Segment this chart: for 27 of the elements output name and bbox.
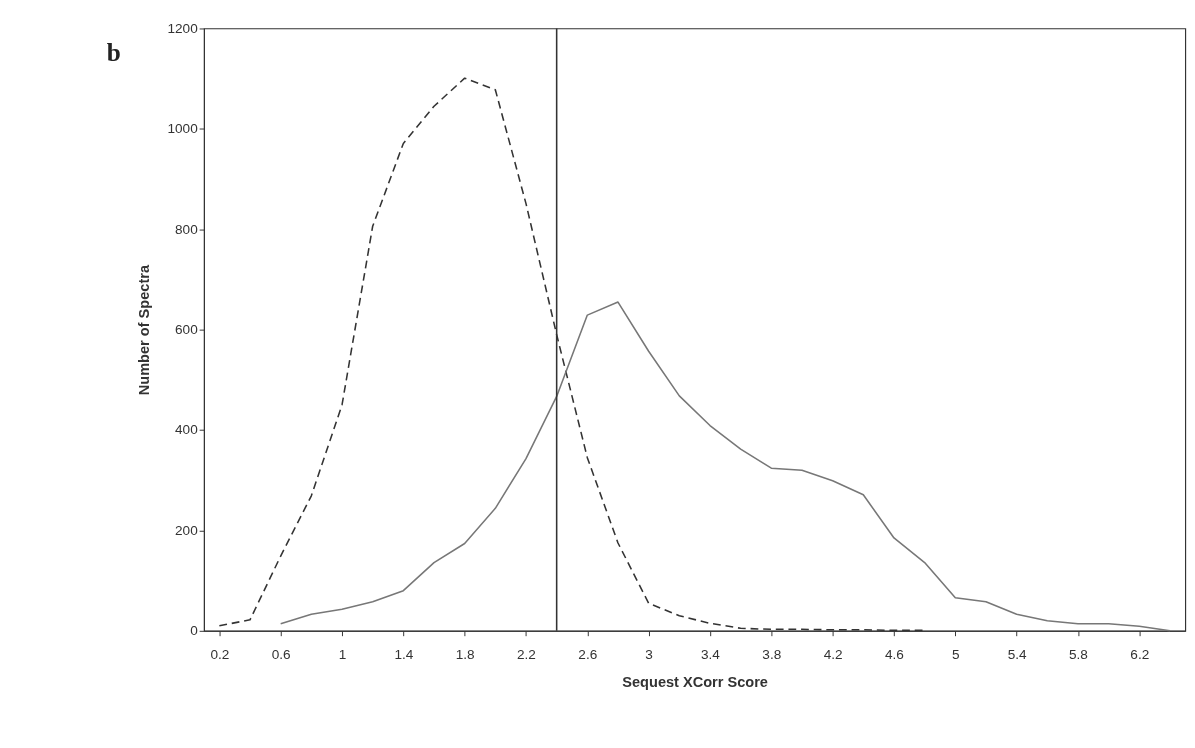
x-tick-label: 6.2 [1130,646,1150,662]
x-tick-label: 3 [645,646,653,662]
x-tick-label: 1.8 [455,646,475,662]
line-series [279,301,1171,632]
x-tick-label: 3.8 [762,646,782,662]
x-tick-label: 0.2 [210,646,230,662]
y-tick-label: 1200 [167,20,199,36]
x-tick-label: 2.2 [517,646,536,662]
y-tick-label: 0 [190,623,199,639]
x-tick-label: 4.6 [885,646,904,662]
x-tick-label: 5.4 [1007,646,1027,662]
x-tick-label: 0.6 [271,646,291,662]
x-tick-label: 2.6 [578,646,598,662]
x-tick-label: 4.2 [823,646,843,662]
y-axis-title: Number of Spectra [135,264,152,396]
x-tick-label: 5 [952,646,960,662]
x-tick-label: 1.4 [394,646,414,662]
x-tick-label: 5.8 [1068,646,1088,662]
y-tick-label: 600 [175,322,199,338]
text: b [106,37,121,66]
y-tick-label: 400 [175,422,199,438]
x-tick-label: 1 [338,646,347,662]
y-tick-label: 1000 [167,121,199,137]
y-tick-label: 200 [175,522,199,538]
x-axis-title: Sequest XCorr Score [622,673,768,690]
y-tick-label: 800 [175,221,199,237]
x-tick-label: 3.4 [701,646,721,662]
